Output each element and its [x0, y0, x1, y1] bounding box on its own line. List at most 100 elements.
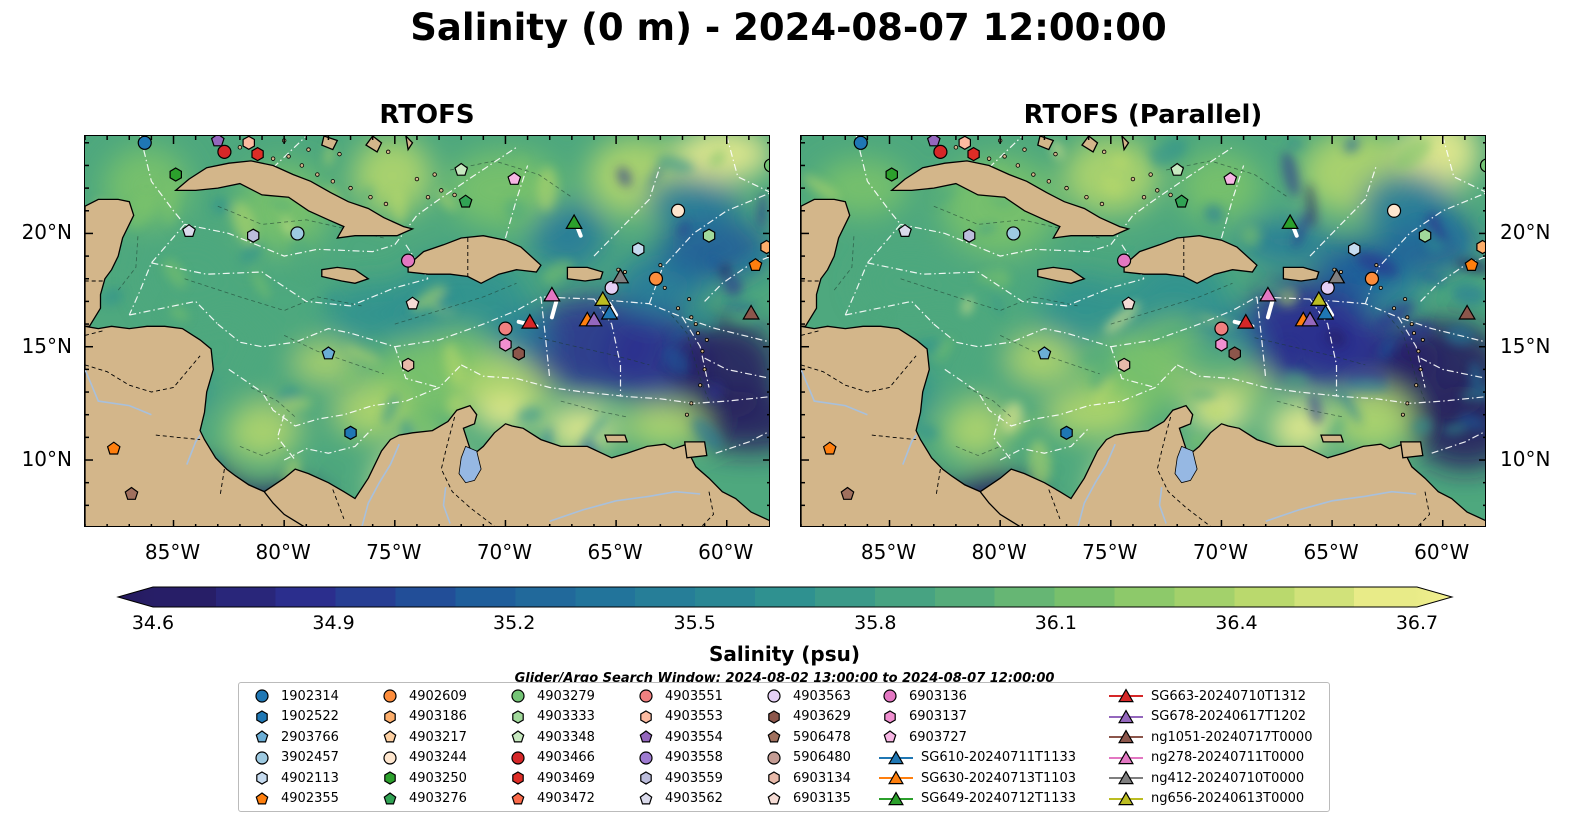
- glider-SG610-20240711T1133: [600, 304, 619, 320]
- legend-item: 4903279: [507, 686, 595, 706]
- float-4903276: [1174, 194, 1189, 208]
- legend-label: ng1051-20240717T0000: [1151, 729, 1313, 745]
- glider-SG663-20240710T1312: [1236, 313, 1255, 329]
- lon-tick-label: 80°W: [255, 540, 311, 564]
- map-panel-rtofs-parallel[interactable]: [800, 135, 1486, 527]
- legend-label: 4903279: [537, 688, 595, 704]
- rivers: [85, 369, 701, 526]
- float-6903136: [400, 253, 416, 268]
- legend-item: 6903727: [879, 727, 967, 747]
- float-4902355: [1464, 257, 1479, 271]
- land-bahamas1: [321, 136, 339, 151]
- legend-label: 2903766: [281, 729, 339, 745]
- lat-tick-label: 15°N: [21, 333, 72, 358]
- lat-tick-label: 10°N: [1500, 447, 1551, 472]
- glider-ng412-20240710T0000: [611, 268, 630, 284]
- legend-marker: [384, 709, 396, 724]
- legend-item: 4903348: [507, 727, 595, 747]
- float-4902355: [822, 441, 837, 455]
- float-4903553: [958, 136, 971, 150]
- land: [801, 136, 1485, 526]
- country-borders: [85, 238, 714, 526]
- legend-marker: [1109, 708, 1143, 723]
- legend-item: 1902314: [251, 686, 339, 706]
- frame-ticks: [801, 136, 1485, 526]
- legend-marker: [255, 750, 269, 765]
- legend-item: SG663-20240710T1312: [1109, 686, 1306, 706]
- legend-item: 4903333: [507, 707, 595, 727]
- colorbar: [116, 586, 1454, 608]
- land-isla: [1320, 434, 1345, 443]
- legend-label: 1902314: [281, 688, 339, 704]
- land-puertoRico: [566, 266, 604, 282]
- float-1902314: [853, 136, 868, 150]
- legend-label: SG663-20240710T1312: [1151, 688, 1307, 704]
- float-4903279: [1479, 158, 1485, 173]
- float-4903244: [670, 203, 686, 218]
- lon-tick-label: 60°W: [698, 540, 754, 564]
- legend-label: 4903562: [665, 791, 723, 806]
- legend-item: 4903466: [507, 748, 595, 768]
- glider-SG663-20240710T1312: [520, 313, 539, 329]
- legend-label: 4902609: [409, 688, 467, 704]
- legend-item: ng412-20240710T0000: [1109, 768, 1304, 788]
- float-4903629: [1228, 346, 1241, 361]
- float-5906478: [840, 486, 855, 500]
- land-trinidad: [1399, 441, 1424, 459]
- legend-item: 4903563: [763, 686, 851, 706]
- legend-label: 3902457: [281, 750, 339, 765]
- legend-marker: [256, 709, 268, 724]
- legend-marker: [1109, 749, 1143, 764]
- float-4903554: [210, 136, 225, 147]
- legend-item: SG610-20240711T1133: [879, 748, 1076, 768]
- legend-item: ng656-20240613T0000: [1109, 789, 1304, 809]
- legend-label: SG649-20240712T1133: [921, 791, 1077, 806]
- legend-marker: [883, 730, 897, 743]
- legend-item: 4903186: [379, 707, 467, 727]
- legend-item: 4903554: [635, 727, 723, 747]
- float-4902609: [648, 271, 664, 286]
- legend-label: 4903469: [537, 770, 595, 786]
- float-6903135: [1121, 296, 1136, 310]
- legend-marker: [1109, 729, 1143, 744]
- float-6903136: [1116, 253, 1132, 268]
- land-isla: [604, 434, 629, 443]
- legend-label: 5906480: [793, 750, 851, 765]
- legend-item: 4903250: [379, 768, 467, 788]
- legend-label: 4903551: [665, 688, 723, 704]
- land-bahamas3: [405, 136, 414, 152]
- legend-label: 4903250: [409, 770, 467, 786]
- legend-label: 4903559: [665, 770, 723, 786]
- map-panel-rtofs[interactable]: [84, 135, 770, 527]
- land-jamaica: [1037, 266, 1086, 284]
- legend-marker: [512, 771, 524, 785]
- legend-marker: [383, 791, 397, 804]
- land-centralAmerica: [85, 325, 305, 526]
- legend-item: ng1051-20240717T0000: [1109, 727, 1312, 747]
- legend-marker: [640, 771, 652, 785]
- lon-tick-label: 60°W: [1414, 540, 1470, 564]
- float-4903563: [1320, 280, 1335, 295]
- land-cuba: [173, 160, 415, 239]
- float-6903137: [499, 337, 512, 352]
- legend-label: 6903135: [793, 791, 851, 806]
- float-4903244: [1386, 203, 1402, 218]
- legend-marker: [768, 709, 780, 724]
- legend-marker: [639, 730, 653, 743]
- legend-label: 6903137: [909, 709, 967, 724]
- float-3902457: [290, 226, 305, 241]
- float-1902522: [1060, 425, 1073, 440]
- legend-marker: [640, 709, 652, 724]
- colorbar-tick-label: 35.2: [492, 612, 536, 634]
- float-4903186: [760, 239, 769, 255]
- float-4902113: [1347, 242, 1361, 257]
- legend-label: SG610-20240711T1133: [921, 750, 1077, 765]
- colorbar-tick-label: 36.1: [1034, 612, 1077, 634]
- lon-tick-label: 65°W: [1303, 540, 1359, 564]
- legend-item: 4903217: [379, 727, 467, 747]
- lake-maracaibo: [1174, 445, 1198, 484]
- float-4903186: [1476, 239, 1485, 255]
- legend-label: 4903553: [665, 709, 723, 724]
- float-4902609: [1364, 271, 1380, 286]
- legend-item: ng278-20240711T0000: [1109, 748, 1304, 768]
